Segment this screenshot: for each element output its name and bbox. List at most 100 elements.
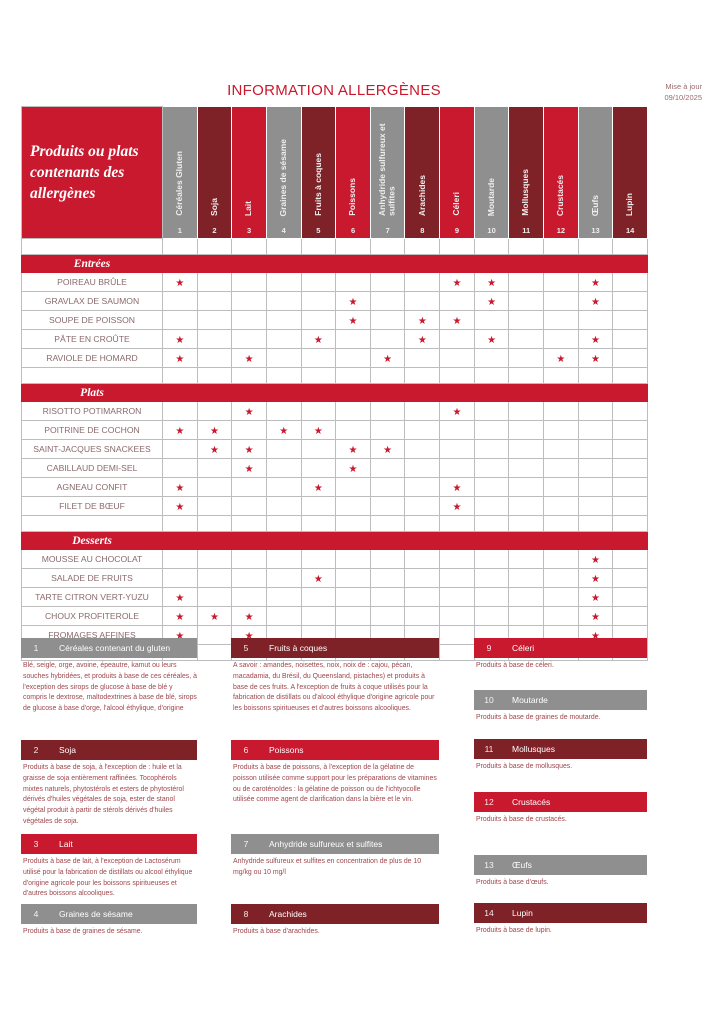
allergen-star-icon: ★ [591, 354, 600, 365]
legend-description: Anhydride sulfureux et sulfites en conce… [233, 858, 422, 876]
allergen-cell: ★ [404, 329, 441, 349]
empty-cell [196, 515, 233, 532]
empty-cell [473, 515, 510, 532]
legend-title: Céleri [512, 643, 535, 653]
allergen-star-icon: ★ [383, 445, 393, 456]
legend-title: Crustacés [512, 797, 551, 807]
update-label: Mise à jour [665, 82, 702, 91]
allergen-column-header: Fruits à coques 5 [300, 106, 337, 239]
empty-cell [543, 367, 579, 384]
allergen-name: Anhydride sulfureux et sulfites [376, 123, 397, 216]
allergen-star-icon: ★ [591, 555, 600, 566]
allergen-cell [335, 272, 371, 292]
dish-name: GRAVLAX DE SAUMON [21, 291, 163, 311]
allergen-cell [439, 420, 475, 440]
allergen-cell [612, 401, 648, 421]
allergen-star-icon: ★ [452, 316, 462, 327]
allergen-cell: ★ [577, 291, 614, 311]
section-cell [577, 254, 614, 273]
section-cell [335, 531, 371, 550]
dish-name: CHOUX PROFITEROLE [21, 606, 163, 626]
section-cell [369, 254, 406, 273]
allergen-cell [231, 549, 267, 569]
allergen-number: 12 [556, 226, 566, 235]
legend-description: Produits à base de graines de moutarde. [476, 714, 601, 721]
table-row: RISOTTO POTIMARRON ★ ★ [21, 401, 648, 421]
section-cell [473, 383, 510, 402]
allergen-star-icon: ★ [175, 335, 185, 346]
section-cell [612, 531, 648, 550]
empty-cell [300, 515, 337, 532]
allergen-cell [196, 310, 233, 330]
empty-cell [335, 515, 371, 532]
allergen-cell: ★ [577, 568, 614, 588]
allergen-cell [369, 272, 406, 292]
table-row: SALADE DE FRUITS ★ ★ [21, 568, 648, 588]
allergen-star-icon: ★ [348, 464, 358, 475]
allergen-cell [508, 329, 545, 349]
allergen-cell: ★ [473, 329, 510, 349]
allergen-cell [577, 401, 614, 421]
allergen-cell [612, 606, 648, 626]
allergen-number: 14 [625, 226, 635, 235]
allergen-cell [404, 401, 441, 421]
allergen-star-icon: ★ [591, 612, 600, 623]
section-cell [508, 383, 545, 402]
section-header-row: Desserts [21, 531, 648, 550]
legend-header: 4 Graines de sésame [21, 904, 197, 924]
empty-cell [543, 515, 579, 532]
section-cell [196, 254, 233, 273]
section-cell [404, 254, 441, 273]
allergen-cell [543, 587, 579, 607]
allergen-cell [508, 587, 545, 607]
dish-name: POITRINE DE COCHON [21, 420, 163, 440]
legend-description: Produits à base de graines de sésame. [23, 928, 143, 935]
table-row: CHOUX PROFITEROLE ★ ★ ★ ★ [21, 606, 648, 626]
allergen-cell [300, 587, 337, 607]
legend-number: 3 [33, 839, 39, 849]
table-row: RAVIOLE DE HOMARD ★ ★ ★ ★ ★ [21, 348, 648, 368]
allergen-cell: ★ [196, 606, 233, 626]
empty-cell [231, 515, 267, 532]
section-cell [543, 254, 579, 273]
allergen-star-icon: ★ [175, 426, 185, 437]
legend-header: 1 Céréales contenant du gluten [21, 638, 197, 658]
allergen-cell [231, 477, 267, 497]
allergen-cell: ★ [439, 310, 475, 330]
allergen-column-header: Céréales Gluten 1 [162, 106, 198, 239]
allergen-cell [577, 420, 614, 440]
allergen-cell [369, 401, 406, 421]
legend-title: Fruits à coques [269, 643, 328, 653]
allergen-cell [369, 329, 406, 349]
allergen-cell [196, 496, 233, 516]
allergen-star-icon: ★ [175, 612, 185, 623]
legend-number: 5 [243, 643, 249, 653]
allergen-cell: ★ [473, 272, 510, 292]
empty-cell [369, 238, 406, 255]
allergen-cell [543, 329, 579, 349]
allergen-cell: ★ [439, 272, 475, 292]
allergen-column-header: Œufs 13 [577, 106, 614, 239]
allergen-star-icon: ★ [244, 407, 254, 418]
legend-number: 11 [484, 744, 494, 754]
legend-number: 6 [243, 745, 249, 755]
allergen-column-header: Céleri 9 [439, 106, 475, 239]
legend-header: 5 Fruits à coques [231, 638, 439, 658]
legend-number: 2 [33, 745, 39, 755]
empty-cell [508, 238, 545, 255]
section-cell [231, 254, 267, 273]
allergen-cell [439, 291, 475, 311]
allergen-cell: ★ [543, 348, 579, 368]
allergen-cell [265, 310, 302, 330]
legend-title: Lait [59, 839, 73, 849]
allergen-cell [543, 272, 579, 292]
allergen-cell [543, 606, 579, 626]
section-cell [439, 383, 475, 402]
allergen-cell: ★ [300, 477, 337, 497]
allergen-cell [369, 587, 406, 607]
dish-name: CABILLAUD DEMI-SEL [21, 458, 163, 478]
empty-cell [231, 238, 267, 255]
allergen-cell [439, 329, 475, 349]
table-row: GRAVLAX DE SAUMON ★ ★ ★ [21, 291, 648, 311]
allergen-cell: ★ [231, 348, 267, 368]
